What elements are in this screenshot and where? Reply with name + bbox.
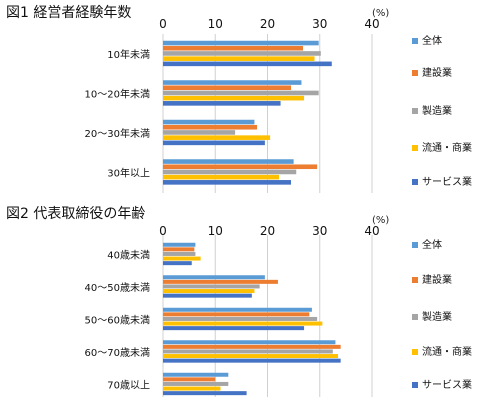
category-label: 70歳以上 [107,379,150,391]
bar [163,61,332,67]
bar [163,159,294,164]
bar [163,293,252,298]
bar [163,135,271,140]
bar [163,119,255,125]
bar [163,307,312,312]
legend-label: 流通・商業 [422,345,472,358]
legend-swatch [412,277,418,283]
bar [163,312,310,317]
bar [163,174,279,180]
legend-label: 流通・商業 [422,141,472,154]
bar [163,101,281,106]
bar [163,354,339,359]
x-tick-label: 20 [260,224,275,238]
bar [163,169,297,175]
bar [163,381,229,386]
legend-swatch [412,179,418,185]
x-tick-label: 40 [364,224,379,238]
bar [163,275,265,280]
bar [163,164,318,170]
category-label: 10年未満 [107,48,150,61]
bar [163,316,318,321]
legend-label: 製造業 [422,310,452,323]
legend-swatch [412,314,418,320]
category-label: 40～50歳未満 [85,282,150,294]
category-label: 10～20年未満 [85,87,150,100]
legend-swatch [412,145,418,151]
category-label: 60～70歳未満 [85,347,150,359]
legend-swatch [412,382,418,388]
category-label: 50～60歳未満 [85,314,150,326]
bar [163,80,302,85]
category-label: 20～30年未満 [85,127,150,140]
bar [163,284,260,289]
legend-label: 全体 [422,34,442,47]
bar [163,85,292,91]
category-label: 40歳未満 [107,249,150,261]
bar [163,45,304,51]
chart-title: 図2 代表取締役の年齢 [6,205,145,222]
bar [163,124,258,130]
x-tick-label: 30 [312,224,327,238]
bar [163,344,341,349]
bar [163,391,247,396]
bar [163,242,196,247]
bar [163,251,196,256]
bar [163,180,292,185]
x-tick-label: 40 [364,17,379,31]
x-tick-label: 10 [208,17,223,31]
x-tick-label: 0 [159,224,167,238]
x-tick-label: 0 [159,17,167,31]
bar [163,340,336,345]
unit-label: (%) [372,215,389,226]
bar [163,279,278,284]
bar [163,321,323,326]
bar [163,130,236,135]
legend-label: 建設業 [422,273,452,286]
bar [163,261,192,266]
unit-label: (%) [372,8,389,19]
legend-swatch [412,349,418,355]
legend-swatch [412,108,418,114]
bar [163,51,321,56]
bar [163,386,221,391]
bar [163,90,319,96]
legend-label: 製造業 [422,104,452,117]
legend-swatch [412,70,418,76]
bar [163,256,201,261]
x-tick-label: 30 [312,17,327,31]
bar [163,358,341,363]
legend-swatch [412,38,418,44]
bar [163,377,216,382]
legend-swatch [412,242,418,248]
legend-label: 全体 [422,238,442,251]
legend-label: 建設業 [422,66,452,79]
bar [163,372,229,377]
category-label: 30年以上 [107,166,150,179]
bar [163,140,265,146]
bar [163,40,319,46]
bar [163,289,255,294]
chart-title: 図1 経営者経験年数 [6,5,131,21]
legend-label: サービス業 [422,378,472,391]
bar [163,326,305,331]
bar [163,56,315,61]
bar [163,349,333,354]
x-tick-label: 20 [260,17,275,31]
x-tick-label: 10 [208,224,223,238]
bar [163,95,305,101]
bar [163,247,195,252]
legend-label: サービス業 [422,175,472,188]
